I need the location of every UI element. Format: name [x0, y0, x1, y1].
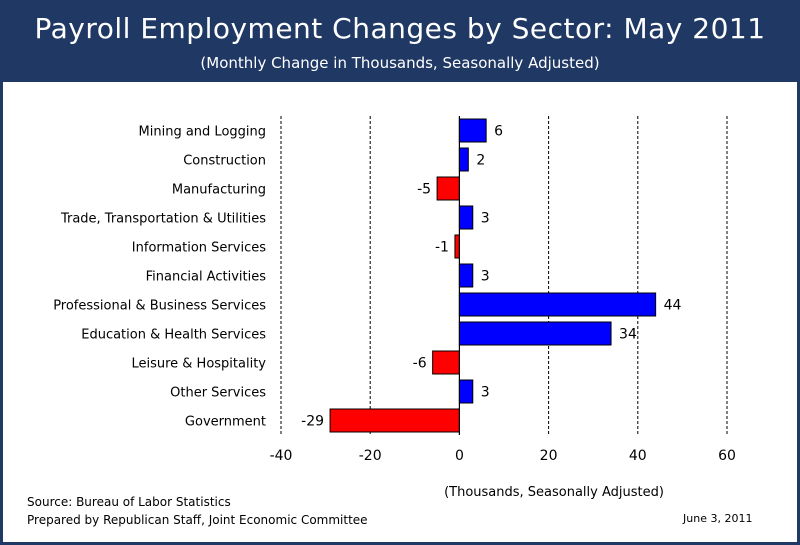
source-note: Source: Bureau of Labor Statistics — [27, 495, 231, 509]
category-label: Education & Health Services — [81, 328, 266, 343]
category-label: Other Services — [170, 386, 266, 401]
value-label: -6 — [413, 356, 427, 372]
value-label: -29 — [301, 414, 324, 430]
value-label: 3 — [481, 269, 490, 285]
category-label: Leisure & Hospitality — [131, 357, 266, 372]
tick-label: 0 — [455, 448, 464, 464]
chart-title: Payroll Employment Changes by Sector: Ma… — [34, 12, 766, 45]
bar — [458, 379, 474, 404]
category-label: Mining and Logging — [139, 125, 266, 140]
bar — [454, 234, 460, 259]
bar — [329, 408, 460, 433]
bottom-border — [0, 542, 800, 545]
x-axis-label: (Thousands, Seasonally Adjusted) — [444, 485, 664, 500]
category-label: Information Services — [132, 241, 266, 256]
bar — [458, 263, 474, 288]
date-note: June 3, 2011 — [683, 512, 753, 525]
right-border — [797, 82, 800, 545]
category-label: Trade, Transportation & Utilities — [60, 212, 266, 227]
bar — [458, 321, 612, 346]
value-label: -1 — [435, 240, 449, 256]
category-label: Manufacturing — [172, 183, 266, 198]
value-label: 3 — [481, 211, 490, 227]
category-label: Government — [185, 415, 266, 430]
value-label: 44 — [664, 298, 682, 314]
value-label: 34 — [619, 327, 637, 343]
left-border — [0, 82, 3, 545]
tick-label: -20 — [359, 448, 382, 464]
category-label: Construction — [183, 154, 266, 169]
tick-label: 20 — [540, 448, 558, 464]
bar — [432, 350, 460, 375]
chart-subtitle: (Monthly Change in Thousands, Seasonally… — [200, 54, 600, 72]
tick-label: -40 — [270, 448, 293, 464]
value-label: 3 — [481, 385, 490, 401]
tick-label: 40 — [629, 448, 647, 464]
bar — [458, 292, 657, 317]
category-label: Financial Activities — [146, 270, 267, 285]
bar — [458, 118, 487, 143]
bar — [436, 176, 460, 201]
prepared-by-note: Prepared by Republican Staff, Joint Econ… — [27, 513, 368, 527]
bar — [458, 147, 469, 172]
bar — [458, 205, 474, 230]
value-label: -5 — [417, 182, 431, 198]
category-label: Professional & Business Services — [53, 299, 266, 314]
tick-label: 60 — [718, 448, 736, 464]
value-label: 2 — [476, 153, 485, 169]
header-banner: Payroll Employment Changes by Sector: Ma… — [0, 0, 800, 82]
value-label: 6 — [494, 124, 503, 140]
